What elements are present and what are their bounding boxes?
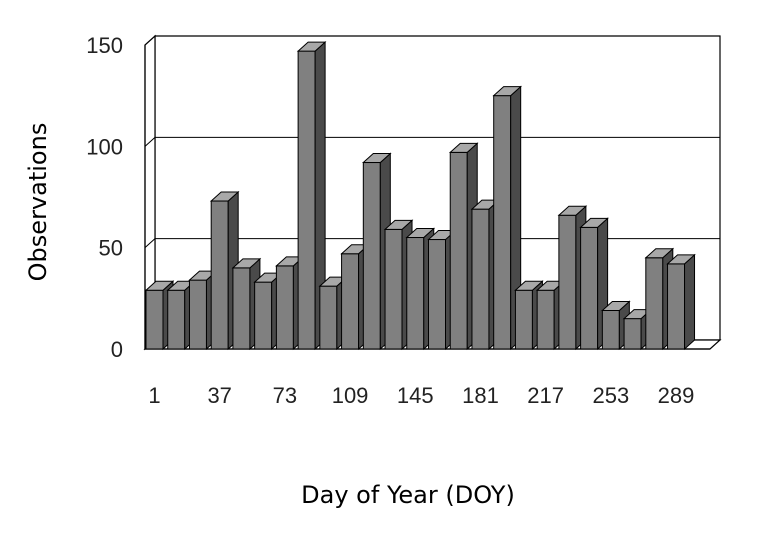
bar [492,85,522,351]
y-tick-label: 0 [111,337,123,362]
x-tick-label: 109 [332,383,369,408]
x-axis-ticks: 1 37 73 109 145 181 217 253 289 [148,383,694,408]
x-axis-title: Day of Year (DOY) [301,481,515,509]
x-tick-label: 37 [207,383,231,408]
x-tick-label: 289 [658,383,695,408]
y-tick-label: 100 [86,134,123,159]
bar [296,40,327,351]
grid-line [144,238,720,249]
x-tick-label: 145 [397,383,434,408]
y-axis-title: Observations [24,123,52,282]
x-tick-label: 181 [462,383,499,408]
x-tick-label: 1 [148,383,160,408]
x-tick-label: 217 [527,383,564,408]
grid-line [144,136,720,147]
x-tick-label: 253 [592,383,629,408]
bar [666,253,696,351]
y-axis-ticks: 0 50 100 150 [86,33,123,362]
y-tick-label: 150 [86,33,123,58]
grid-lines [144,136,720,249]
x-tick-label: 73 [273,383,297,408]
y-tick-label: 50 [99,236,123,261]
bars [144,40,696,351]
